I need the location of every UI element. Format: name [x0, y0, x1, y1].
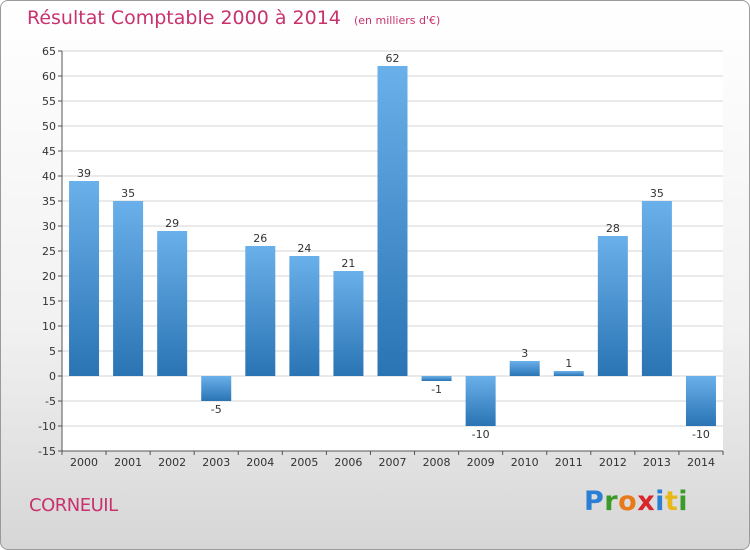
y-tick-label: 45 [42, 145, 56, 158]
x-tick-label: 2008 [423, 456, 451, 469]
x-tick-label: 2003 [202, 456, 230, 469]
data-label-2011: 1 [565, 357, 572, 370]
x-tick-label: 2005 [290, 456, 318, 469]
logo-letter: x [637, 486, 656, 517]
y-tick-label: 20 [42, 270, 56, 283]
proxiti-logo: Proxiti [584, 486, 688, 517]
x-tick-label: 2000 [70, 456, 98, 469]
y-tick-label: 60 [42, 70, 56, 83]
logo-letter: P [584, 486, 605, 517]
commune-name: CORNEUIL [29, 495, 118, 516]
data-label-2002: 29 [165, 217, 179, 230]
bar-2012 [597, 236, 628, 376]
y-tick-label: 10 [42, 320, 56, 333]
y-tick-label: 15 [42, 295, 56, 308]
data-label-2003: -5 [211, 403, 222, 416]
y-tick-label: 55 [42, 95, 56, 108]
y-tick-label: 40 [42, 170, 56, 183]
bar-2014 [685, 376, 716, 426]
x-tick-label: 2006 [334, 456, 362, 469]
bar-2011 [553, 371, 584, 376]
bar-2005 [289, 256, 320, 376]
bar-2013 [641, 201, 672, 376]
bar-2007 [377, 66, 408, 376]
logo-letter: i [655, 486, 665, 517]
logo-letter: o [618, 486, 638, 517]
data-label-2005: 24 [297, 242, 311, 255]
data-label-2014: -10 [692, 428, 710, 441]
data-label-2000: 39 [77, 167, 91, 180]
y-tick-label: -15 [38, 445, 56, 458]
bar-2009 [465, 376, 496, 426]
x-tick-label: 2010 [511, 456, 539, 469]
y-tick-label: 35 [42, 195, 56, 208]
bar-2003 [201, 376, 232, 401]
data-label-2008: -1 [431, 383, 442, 396]
bar-2004 [245, 246, 276, 376]
y-tick-label: -5 [45, 395, 56, 408]
logo-letter: t [664, 486, 679, 517]
bar-2008 [421, 376, 452, 381]
x-tick-label: 2001 [114, 456, 142, 469]
data-label-2012: 28 [606, 222, 620, 235]
y-tick-label: -10 [38, 420, 56, 433]
bar-2010 [509, 361, 540, 376]
data-label-2009: -10 [472, 428, 490, 441]
data-label-2010: 3 [521, 347, 528, 360]
logo-letter: r [604, 486, 619, 517]
x-tick-label: 2011 [555, 456, 583, 469]
y-tick-label: 65 [42, 45, 56, 58]
y-tick-label: 25 [42, 245, 56, 258]
bar-2002 [157, 231, 188, 376]
x-tick-label: 2007 [379, 456, 407, 469]
chart-title: Résultat Comptable 2000 à 2014 (en milli… [27, 7, 440, 29]
x-tick-label: 2009 [467, 456, 495, 469]
title-main: Résultat Comptable 2000 à 2014 [27, 7, 341, 29]
data-label-2013: 35 [650, 187, 664, 200]
data-label-2001: 35 [121, 187, 135, 200]
data-label-2007: 62 [386, 52, 400, 65]
x-tick-label: 2002 [158, 456, 186, 469]
title-subtitle: (en milliers d'€) [353, 14, 441, 27]
x-tick-label: 2012 [599, 456, 627, 469]
bar-2000 [69, 181, 100, 376]
x-tick-label: 2004 [246, 456, 274, 469]
y-tick-label: 50 [42, 120, 56, 133]
x-tick-label: 2013 [643, 456, 671, 469]
bar-2006 [333, 271, 364, 376]
x-tick-label: 2014 [687, 456, 715, 469]
y-tick-label: 0 [49, 370, 56, 383]
bar-2001 [113, 201, 144, 376]
y-tick-label: 5 [49, 345, 56, 358]
data-label-2006: 21 [341, 257, 355, 270]
logo-letter: i [678, 486, 689, 517]
data-label-2004: 26 [253, 232, 267, 245]
y-tick-label: 30 [42, 220, 56, 233]
